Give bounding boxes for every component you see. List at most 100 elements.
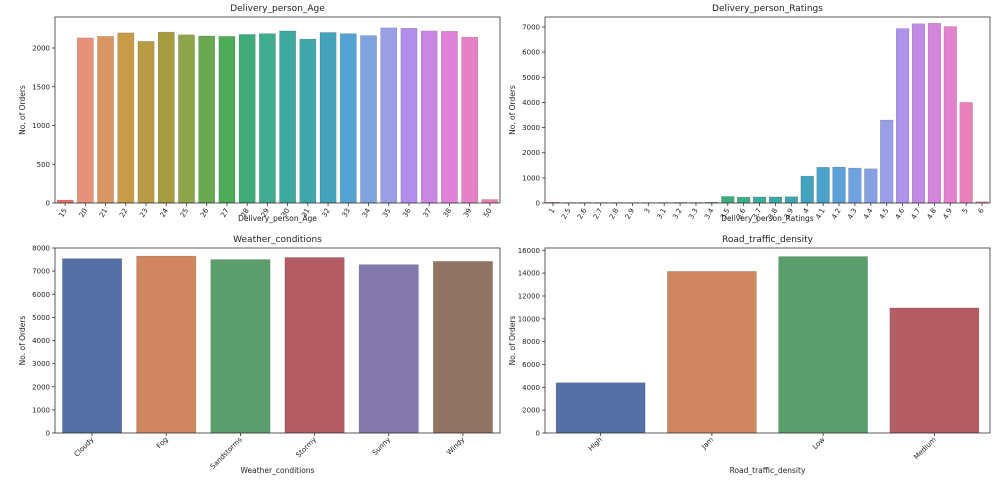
x-tick-label: Medium [912, 436, 938, 462]
bar-3-8 [768, 196, 783, 204]
x-axis-label: Delivery_person_Ratings [721, 214, 814, 223]
bar-4 [800, 175, 814, 204]
x-tick-label: 3.4 [703, 207, 716, 221]
bar-4-9 [943, 26, 957, 204]
y-tick-label: 5000 [522, 74, 540, 82]
y-tick-label: 4000 [522, 99, 540, 107]
x-tick-label: 4.3 [846, 207, 858, 221]
bar-4-2 [832, 166, 846, 204]
x-tick-label: 23 [138, 207, 149, 219]
bar-4-8 [927, 23, 941, 204]
x-tick-label: 38 [442, 207, 453, 219]
bar-3-6 [737, 196, 751, 204]
x-tick-label: Low [811, 436, 827, 452]
bar-22 [117, 32, 135, 204]
x-tick-label: 2.8 [608, 207, 620, 221]
x-tick-label: 2.9 [624, 207, 636, 221]
bar-32 [319, 32, 337, 204]
y-axis-label: No. of Orders [18, 85, 27, 135]
bar-4-4 [864, 168, 878, 204]
bar-3-7 [752, 196, 767, 204]
x-tick-label: 29 [260, 207, 271, 219]
x-tick-label: 20 [78, 207, 89, 219]
x-tick-label: 1 [548, 207, 557, 215]
x-tick-label: Fog [155, 436, 170, 451]
chart-title: Road_traffic_density [722, 235, 814, 245]
x-tick-label: 5 [961, 207, 970, 215]
x-axis-label: Delivery_person_Age [238, 214, 317, 223]
x-tick-label: 22 [118, 207, 129, 219]
bar-5 [959, 102, 973, 204]
bar-33 [339, 33, 357, 204]
bar-20 [77, 37, 94, 204]
y-tick-label: 7000 [522, 24, 540, 32]
bar-sunny [358, 264, 419, 434]
y-tick-label: 2000 [522, 407, 540, 415]
plot-frame [544, 247, 991, 434]
x-tick-label: 32 [320, 207, 331, 219]
chart-weather-conditions: Weather_conditions 0 1000 2000 3000 4000 5000 6… [18, 235, 501, 475]
bar-4-6 [895, 28, 910, 204]
bar-50 [481, 199, 499, 204]
y-tick-label: 16000 [518, 247, 540, 255]
bar-21 [97, 36, 114, 204]
x-tick-label: 3.1 [655, 207, 667, 221]
x-tick-label: 4.9 [942, 207, 954, 221]
x-tick-label: 21 [98, 207, 109, 219]
x-axis-label: Road_traffic_density [730, 466, 806, 475]
x-tick-label: 36 [401, 207, 413, 219]
bar-4-1 [816, 167, 830, 204]
x-tick-label: Sunny [371, 436, 392, 457]
bar-34 [360, 35, 377, 204]
bar-38 [441, 31, 458, 204]
bar-low [778, 256, 868, 434]
x-tick-label: 4 [802, 207, 811, 215]
x-tick-label: 30 [280, 207, 291, 219]
y-tick-label: 2000 [32, 383, 50, 391]
chart-road-traffic-density: Road_traffic_density 0 2000 4000 6000 8000 100… [508, 235, 991, 475]
y-axis-label: No. of Orders [18, 316, 27, 366]
x-tick-label: 6 [977, 207, 986, 215]
y-tick-label: 3000 [522, 124, 540, 132]
x-tick-label: 25 [179, 207, 190, 219]
x-tick-label: 4.2 [830, 207, 842, 221]
bar-31 [299, 38, 317, 204]
x-tick-label: 39 [462, 207, 473, 219]
bar-high [555, 382, 646, 434]
x-tick-label: 37 [422, 207, 433, 219]
x-tick-label: 4.5 [878, 207, 890, 221]
bar-fog [136, 255, 197, 434]
bar-jam [667, 271, 757, 434]
chart-delivery-person-ratings: Delivery_person_Ratings 0 1000 2000 3000 4000… [508, 4, 991, 223]
y-tick-label: 0 [46, 200, 50, 208]
x-tick-label: 4.8 [926, 207, 938, 221]
y-tick-label: 3000 [32, 360, 50, 368]
y-tick-label: 2000 [32, 45, 50, 53]
x-tick-label: 34 [361, 207, 373, 219]
x-tick-label: 4.1 [814, 207, 826, 221]
y-tick-label: 1000 [32, 122, 50, 130]
bar-medium [889, 307, 980, 434]
bar-36 [400, 27, 418, 204]
x-tick-label: 24 [159, 207, 171, 219]
x-tick-label: 3 [643, 207, 652, 215]
y-tick-label: 1500 [32, 83, 50, 91]
plot-frame [544, 16, 991, 204]
x-tick-label: Sandstorms [209, 436, 244, 471]
chart-delivery-person-age: Delivery_person_Age 0 500 1000 1500 2000 15 20 2… [18, 4, 501, 223]
bar-26 [198, 35, 216, 204]
y-tick-label: 7000 [32, 268, 50, 276]
y-tick-label: 12000 [518, 292, 540, 300]
x-tick-label: 31 [300, 207, 311, 219]
x-tick-label: 2.5 [560, 207, 572, 221]
y-axis-label: No. of Orders [508, 316, 517, 366]
x-tick-label: 27 [219, 207, 230, 219]
y-tick-label: 1000 [32, 406, 50, 414]
chart-title: Delivery_person_Age [230, 4, 325, 14]
x-tick-label: 2.6 [576, 207, 589, 221]
bar-stormy [284, 257, 345, 434]
x-tick-label: Cloudy [73, 436, 96, 459]
x-tick-label: 2.7 [592, 207, 604, 221]
x-tick-label: 4.4 [862, 207, 875, 221]
x-axis-label: Weather_conditions [241, 466, 315, 475]
